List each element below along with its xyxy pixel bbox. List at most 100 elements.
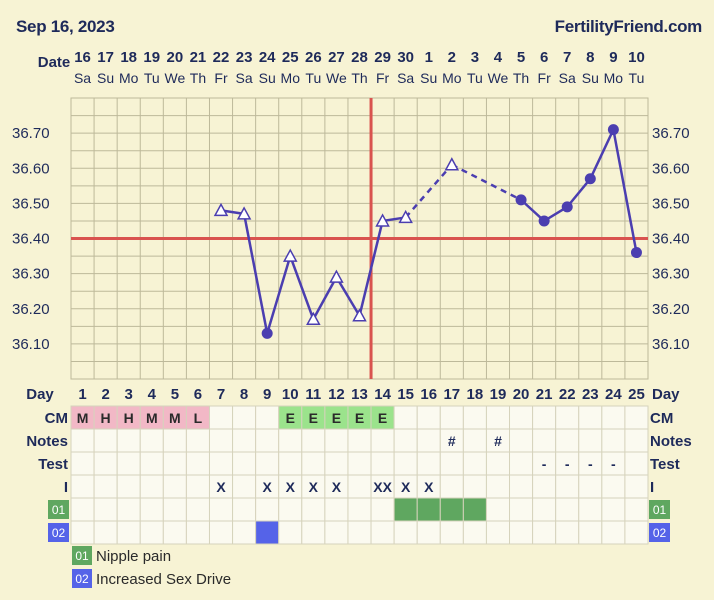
c01-cell [601,497,626,522]
intercourse-row-label-right: I [650,479,654,496]
test-row-label: Test [38,456,68,473]
temperature-segment [335,276,361,317]
test-cell [416,451,441,476]
notes-cell [393,428,418,453]
y-tick-label-right: 36.10 [652,336,690,353]
c02-cell [462,520,487,545]
c01-cell [509,497,534,522]
code-badge-02-left [48,523,69,542]
test-cell [139,451,164,476]
weekday-label: Tu [305,70,321,86]
test-cell [93,451,118,476]
weekday-label: Fr [376,70,390,86]
cm-value: E [286,410,295,426]
date-label: 16 [74,49,91,66]
brand-name[interactable]: FertilityFriend.com [554,17,703,36]
intercourse-cell [116,474,141,499]
c01-cell [208,497,234,522]
temperature-point [306,311,321,326]
date-label: 25 [282,49,299,66]
temperature-point [213,202,229,217]
code-badge-text: 02 [52,526,66,540]
intercourse-cell [485,474,511,499]
test-cell [162,451,187,476]
weekday-label: Mo [281,70,301,86]
c02-cell [439,520,464,545]
c01-cell [578,497,603,522]
cm-cell [509,405,534,430]
date-label: 20 [167,49,184,66]
c02-cell [347,520,372,545]
y-tick-label-left: 36.70 [12,125,50,142]
date-label: 10 [628,49,645,66]
y-tick-label-left: 36.10 [12,336,50,353]
y-tick-label-left: 36.30 [12,266,50,283]
cycle-day-label: 14 [374,386,391,403]
weekday-label: Th [190,70,206,86]
c01-cell [439,497,464,522]
notes-cell [462,428,487,453]
legend-badge-02 [72,569,92,588]
weekday-label: Fr [214,70,228,86]
c01-cell [301,497,326,522]
weekday-label: We [164,70,185,86]
c02-cell [555,520,580,545]
y-tick-label-right: 36.60 [652,160,690,177]
temperature-segment [265,255,292,334]
c02-cell [509,520,534,545]
test-cell [70,451,95,476]
notes-cell [70,428,95,453]
intercourse-value: X [309,479,319,495]
c01-cell [324,497,349,522]
test-cell [462,451,487,476]
weekday-label: Mo [604,70,624,86]
date-label: 9 [609,49,617,66]
temperature-point [561,201,573,213]
intercourse-cell [532,474,557,499]
date-label: 7 [563,49,571,66]
weekday-label: We [488,70,509,86]
weekday-label: Su [259,70,276,86]
c01-cell [624,497,649,522]
c02-cell [416,520,441,545]
c01-cell [116,497,141,522]
test-cell [116,451,141,476]
notes-cell [370,428,395,453]
cm-cell [232,405,257,430]
test-value: - [542,456,547,472]
intercourse-cell [509,474,534,499]
date-label: 5 [517,49,525,66]
weekday-label: Sa [397,70,414,86]
notes-cell [301,428,326,453]
c02-cell [232,520,257,545]
cm-value: E [309,410,318,426]
intercourse-cell [93,474,118,499]
cycle-day-label: 13 [351,386,368,403]
code-badge-02-right [649,523,670,542]
y-tick-label-right: 36.30 [652,266,690,283]
legend-badge-text: 02 [75,572,89,586]
intercourse-value: X [286,479,296,495]
cm-cell [255,405,280,430]
intercourse-cell [232,474,257,499]
c02-cell [116,520,141,545]
intercourse-value: XX [373,479,392,495]
c01-cell [278,497,303,522]
c02-cell [393,520,418,545]
c01-cell [462,497,487,522]
legend-badge-01 [72,546,92,565]
cycle-day-label: 11 [305,386,321,403]
c02-cell [601,520,626,545]
date-label: 27 [328,49,345,66]
date-label: 19 [143,49,160,66]
test-row-label-right: Test [650,456,680,473]
notes-cell [624,428,649,453]
cycle-day-label: 5 [171,386,179,403]
notes-row-label-right: Notes [650,433,692,450]
test-cell [324,451,349,476]
intercourse-cell [162,474,187,499]
c02-cell [578,520,603,545]
cm-value: E [332,410,341,426]
test-cell [439,451,464,476]
notes-value: # [494,433,502,449]
